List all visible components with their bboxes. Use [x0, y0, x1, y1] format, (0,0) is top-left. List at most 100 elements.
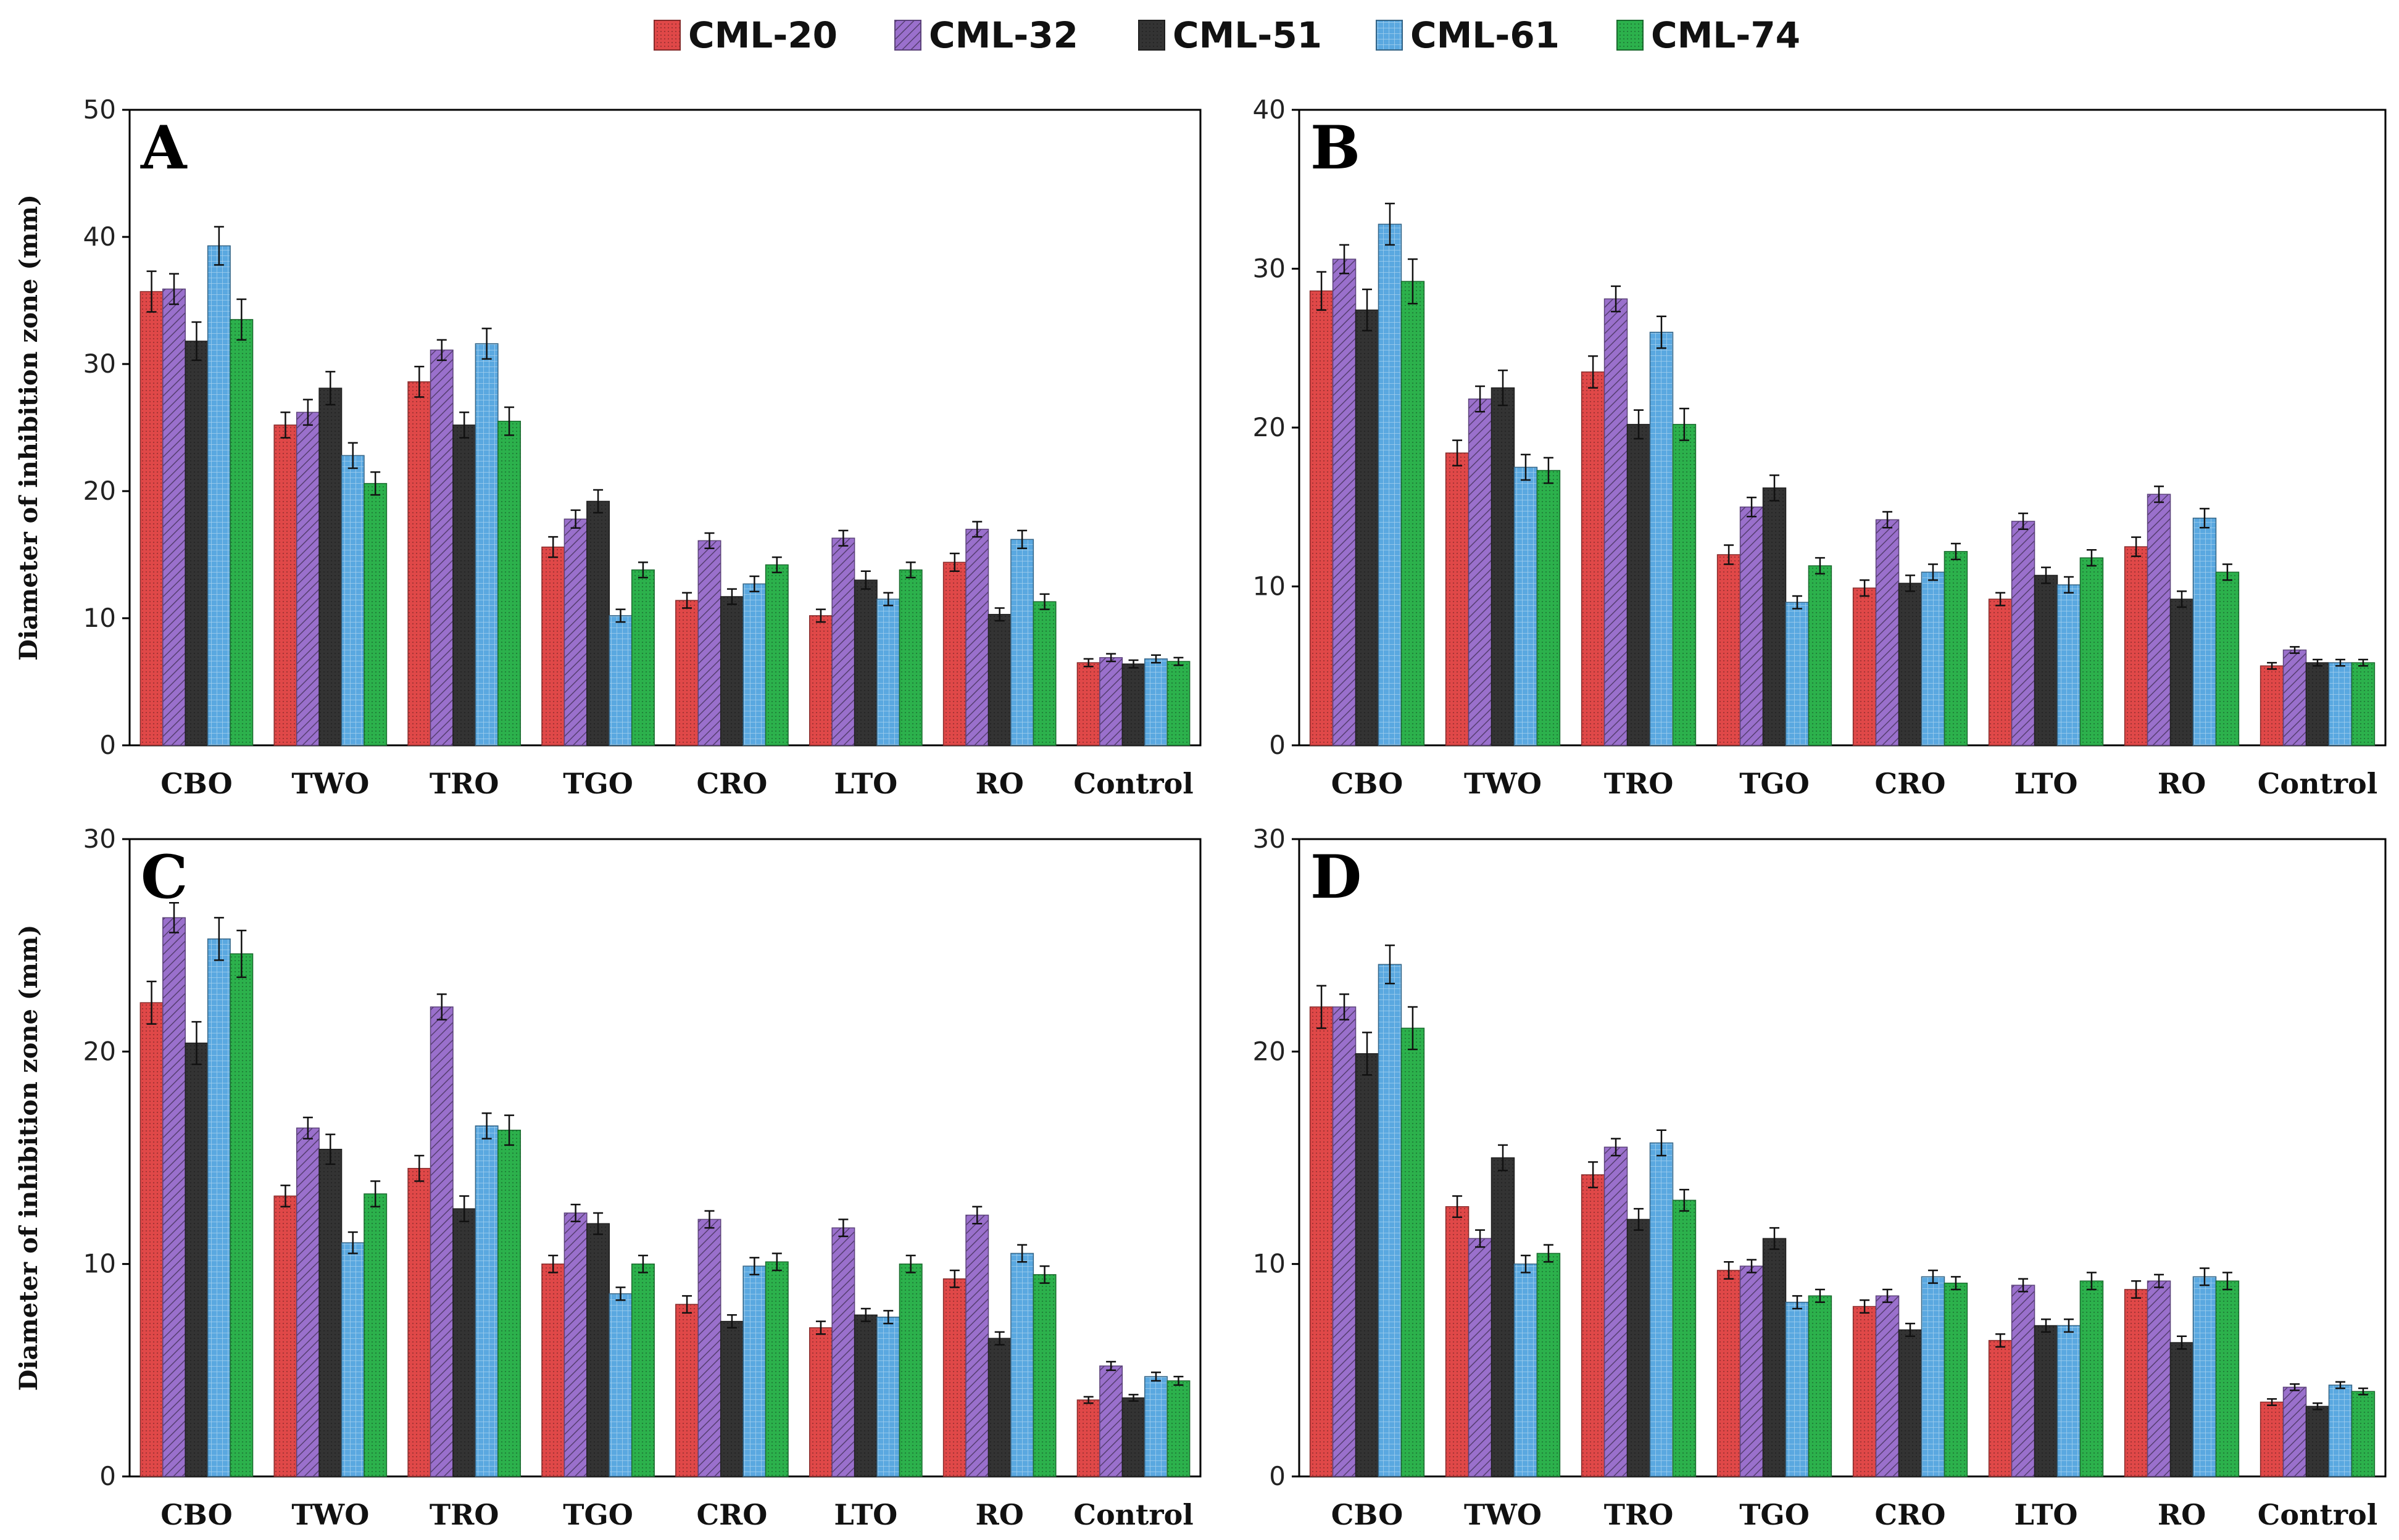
- legend-swatch: [1376, 20, 1403, 51]
- error-bar: [838, 1219, 849, 1238]
- panel-d-plot-area: [1298, 838, 2387, 1478]
- bar-cml-61-tgo: [1785, 1301, 1810, 1477]
- x-category-label: TWO: [291, 767, 369, 800]
- y-tick-label: 30: [83, 824, 116, 854]
- error-bar: [1882, 511, 1893, 529]
- panel-d-label: D: [1310, 842, 1362, 912]
- bar-cml-32-cro: [1875, 1295, 1900, 1477]
- panel-c-plot-area: [128, 838, 1202, 1478]
- bar-cml-51-cro: [1898, 582, 1923, 746]
- y-tick-label: 20: [1253, 412, 1286, 442]
- bar-cml-32-tro: [1603, 298, 1628, 746]
- legend-item-cml-20: CML-20: [654, 14, 838, 56]
- bar-cml-32-tgo: [1739, 507, 1764, 746]
- error-bar: [749, 575, 760, 592]
- error-bar: [570, 509, 581, 529]
- bar-cml-20-tgo: [541, 546, 565, 746]
- error-bar: [1679, 1188, 1689, 1212]
- bar-cml-32-cro: [1875, 519, 1900, 746]
- error-bar: [949, 552, 960, 573]
- bar-cml-74-tro: [497, 420, 522, 746]
- error-bar: [1384, 202, 1395, 246]
- bar-cml-51-cbo: [1355, 309, 1379, 746]
- error-bar: [1543, 1244, 1553, 1263]
- error-bar: [1475, 385, 1486, 413]
- error-bar: [370, 1180, 381, 1207]
- bar-cml-32-two: [1468, 1238, 1492, 1477]
- bar-cml-74-two: [1536, 1252, 1561, 1477]
- error-bar: [214, 917, 224, 961]
- bar-cml-51-control: [1121, 663, 1145, 746]
- error-bar: [1362, 1032, 1372, 1076]
- x-category-label: LTO: [2014, 767, 2078, 800]
- bar-cml-74-ro: [1033, 601, 1057, 746]
- error-bar: [2086, 549, 2097, 567]
- bar-cml-51-control: [2305, 662, 2330, 746]
- panel-b: 0 10 20 30 40 CBO TWO TRO TGO CRO LTO RO Control B: [1253, 94, 2387, 800]
- bar-cml-32-cbo: [162, 288, 186, 746]
- error-bar: [414, 365, 425, 398]
- x-category-label: Control: [2258, 1498, 2377, 1531]
- bar-cml-51-tgo: [1762, 1238, 1787, 1477]
- x-category-label: Control: [2258, 767, 2377, 800]
- bar-cml-74-control: [2351, 1391, 2376, 1477]
- x-category-label: CBO: [1331, 767, 1403, 800]
- error-bar: [972, 521, 983, 538]
- bar-cml-20-tgo: [1716, 1270, 1741, 1477]
- bar-cml-74-lto: [2079, 1280, 2104, 1477]
- error-bar: [1927, 1269, 1938, 1284]
- error-bar: [1083, 1396, 1094, 1404]
- bar-cml-51-cbo: [185, 1042, 209, 1477]
- error-bar: [325, 371, 336, 406]
- error-bar: [1747, 1259, 1757, 1273]
- error-bar: [236, 298, 247, 341]
- bar-cml-32-tgo: [1739, 1265, 1764, 1477]
- bar-cml-20-lto: [809, 1327, 833, 1477]
- error-bar: [1498, 1144, 1508, 1172]
- error-bar: [302, 399, 313, 426]
- bar-cml-20-cbo: [1309, 1006, 1334, 1477]
- error-bar: [436, 339, 447, 362]
- bar-cml-20-cro: [1852, 1306, 1877, 1477]
- x-category-label: RO: [2158, 1498, 2206, 1531]
- bar-cml-20-cbo: [139, 1002, 164, 1477]
- error-bar: [2358, 658, 2368, 667]
- error-bar: [838, 529, 849, 547]
- bar-cml-32-cbo: [162, 917, 186, 1477]
- bar-cml-51-tro: [1626, 1219, 1651, 1477]
- y-axis-label: Diameter of inhibition zone (mm): [14, 925, 43, 1391]
- bar-cml-61-two: [1513, 1263, 1538, 1477]
- bar-cml-61-tro: [1649, 331, 1674, 746]
- bar-cml-51-two: [318, 1148, 343, 1477]
- bar-cml-61-control: [2328, 1385, 2353, 1477]
- bar-cml-74-control: [1166, 1380, 1191, 1477]
- error-bar: [1724, 1261, 1734, 1280]
- error-bar: [370, 471, 381, 496]
- error-bar: [1950, 542, 1961, 560]
- x-category-label: TGO: [563, 1498, 633, 1531]
- error-bar: [2335, 1381, 2345, 1389]
- error-bar: [1362, 288, 1372, 332]
- error-bar: [2267, 661, 2277, 670]
- bar-cml-74-lto: [899, 1263, 923, 1477]
- legend-label: CML-20: [688, 14, 838, 56]
- x-category-label: Control: [1073, 767, 1193, 800]
- error-bar: [2018, 512, 2029, 531]
- bar-cml-20-tro: [1581, 371, 1605, 746]
- y-tick-label: 0: [99, 730, 116, 760]
- bar-cml-74-lto: [2079, 557, 2104, 746]
- bar-cml-20-control: [2260, 665, 2284, 746]
- bar-cml-51-lto: [854, 1314, 878, 1477]
- error-bar: [682, 592, 692, 609]
- error-bar: [169, 273, 180, 305]
- legend-swatch: [1138, 20, 1165, 51]
- error-bar: [548, 1254, 559, 1273]
- error-bar: [1151, 1372, 1161, 1382]
- x-category-label: TWO: [291, 1498, 369, 1531]
- bar-cml-51-two: [318, 387, 343, 746]
- error-bar: [1520, 453, 1531, 481]
- error-bar: [2018, 1278, 2029, 1293]
- error-bar: [2154, 1273, 2164, 1288]
- x-category-label: LTO: [834, 1498, 897, 1531]
- bar-cml-74-cro: [1944, 551, 1968, 746]
